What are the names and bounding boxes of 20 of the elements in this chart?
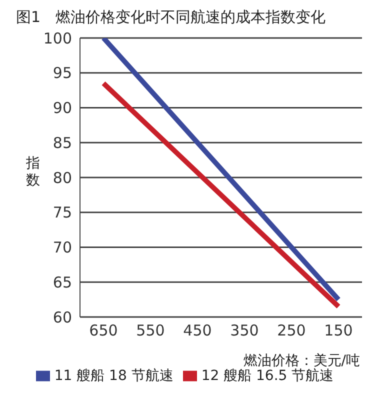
x-tick-label: 150 (324, 322, 353, 340)
chart-title: 图1 燃油价格变化时不同航速的成本指数变化 (16, 8, 326, 27)
y-tick-label: 90 (52, 99, 72, 118)
y-tick-label: 85 (52, 134, 72, 152)
legend-label: 12 艘船 16.5 节航速 (201, 368, 334, 384)
x-tick-label: 550 (136, 322, 165, 340)
y-tick-label: 95 (52, 64, 72, 82)
x-tick-label: 450 (183, 322, 212, 340)
x-tick-label: 250 (277, 322, 306, 340)
y-tick-label: 100 (43, 29, 72, 48)
x-tick-label: 650 (89, 322, 118, 340)
y-tick-label: 60 (52, 308, 72, 326)
legend-label: 11 艘船 18 节航速 (54, 368, 174, 384)
y-axis-title: 指数 (25, 156, 40, 188)
y-tick-label: 70 (52, 238, 72, 257)
y-tick-label: 65 (52, 273, 72, 292)
x-tick-label: 350 (230, 322, 259, 340)
y-tick-label: 75 (52, 204, 72, 222)
y-tick-label: 80 (52, 168, 72, 187)
x-axis-title: 燃油价格：美元/吨 (243, 353, 360, 369)
